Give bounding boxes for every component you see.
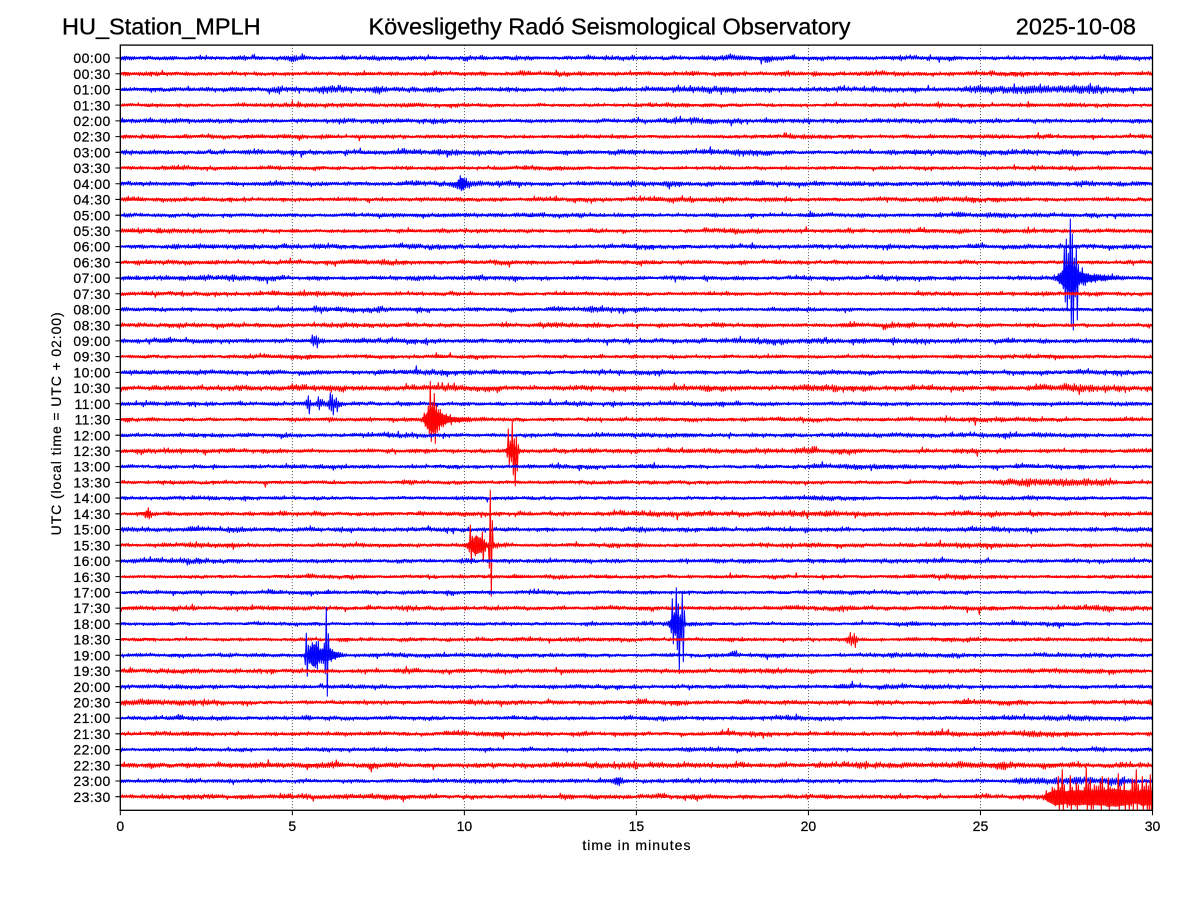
svg-text:16:30: 16:30 <box>73 569 110 585</box>
svg-text:Kövesligethy Radó Seismologica: Kövesligethy Radó Seismological Observat… <box>369 13 851 39</box>
svg-text:06:00: 06:00 <box>73 239 110 255</box>
svg-text:01:30: 01:30 <box>73 97 110 113</box>
svg-text:00:30: 00:30 <box>73 66 110 82</box>
svg-text:19:00: 19:00 <box>73 647 110 663</box>
svg-text:UTC (local time = UTC + 02:00): UTC (local time = UTC + 02:00) <box>48 311 64 535</box>
svg-text:00:00: 00:00 <box>73 50 110 66</box>
svg-text:15:30: 15:30 <box>73 537 110 553</box>
svg-text:01:00: 01:00 <box>73 82 110 98</box>
svg-text:12:00: 12:00 <box>73 427 110 443</box>
svg-text:03:30: 03:30 <box>73 160 110 176</box>
svg-text:15:00: 15:00 <box>73 522 110 538</box>
svg-text:07:30: 07:30 <box>73 286 110 302</box>
svg-text:08:00: 08:00 <box>73 302 110 318</box>
svg-text:05:30: 05:30 <box>73 223 110 239</box>
svg-text:10:00: 10:00 <box>73 364 110 380</box>
svg-text:21:00: 21:00 <box>73 710 110 726</box>
svg-text:17:30: 17:30 <box>73 600 110 616</box>
svg-text:2025-10-08: 2025-10-08 <box>1016 14 1136 40</box>
svg-text:08:30: 08:30 <box>73 317 110 333</box>
svg-text:09:00: 09:00 <box>73 333 110 349</box>
svg-text:11:00: 11:00 <box>74 396 110 412</box>
svg-text:02:00: 02:00 <box>73 113 110 129</box>
svg-text:14:00: 14:00 <box>73 490 110 506</box>
svg-text:HU_Station_MPLH: HU_Station_MPLH <box>62 13 261 39</box>
svg-text:18:00: 18:00 <box>73 616 110 632</box>
svg-text:5: 5 <box>288 818 296 834</box>
svg-text:21:30: 21:30 <box>73 726 110 742</box>
svg-text:17:00: 17:00 <box>73 584 110 600</box>
svg-text:12:30: 12:30 <box>73 443 110 459</box>
svg-text:06:30: 06:30 <box>73 254 110 270</box>
svg-text:07:00: 07:00 <box>73 270 110 286</box>
svg-text:22:00: 22:00 <box>73 742 110 758</box>
svg-text:03:00: 03:00 <box>73 144 110 160</box>
svg-text:14:30: 14:30 <box>73 506 110 522</box>
svg-text:15: 15 <box>629 818 645 834</box>
svg-text:10:30: 10:30 <box>73 380 110 396</box>
svg-text:04:00: 04:00 <box>73 176 110 192</box>
svg-text:16:00: 16:00 <box>73 553 110 569</box>
svg-text:11:30: 11:30 <box>74 412 110 428</box>
svg-text:30: 30 <box>1145 818 1161 834</box>
svg-text:23:30: 23:30 <box>73 789 110 805</box>
svg-text:13:30: 13:30 <box>73 474 110 490</box>
svg-text:0: 0 <box>116 818 124 834</box>
svg-text:time in minutes: time in minutes <box>582 837 691 853</box>
svg-text:09:30: 09:30 <box>73 349 110 365</box>
svg-text:25: 25 <box>973 818 989 834</box>
svg-text:13:00: 13:00 <box>73 459 110 475</box>
svg-text:20:00: 20:00 <box>73 679 110 695</box>
svg-text:04:30: 04:30 <box>73 192 110 208</box>
svg-text:18:30: 18:30 <box>73 632 110 648</box>
svg-text:20:30: 20:30 <box>73 695 110 711</box>
svg-text:22:30: 22:30 <box>73 757 110 773</box>
svg-text:10: 10 <box>457 818 473 834</box>
svg-text:05:00: 05:00 <box>73 207 110 223</box>
svg-text:20: 20 <box>801 818 817 834</box>
svg-text:19:30: 19:30 <box>73 663 110 679</box>
svg-text:23:00: 23:00 <box>73 773 110 789</box>
svg-text:02:30: 02:30 <box>73 129 110 145</box>
